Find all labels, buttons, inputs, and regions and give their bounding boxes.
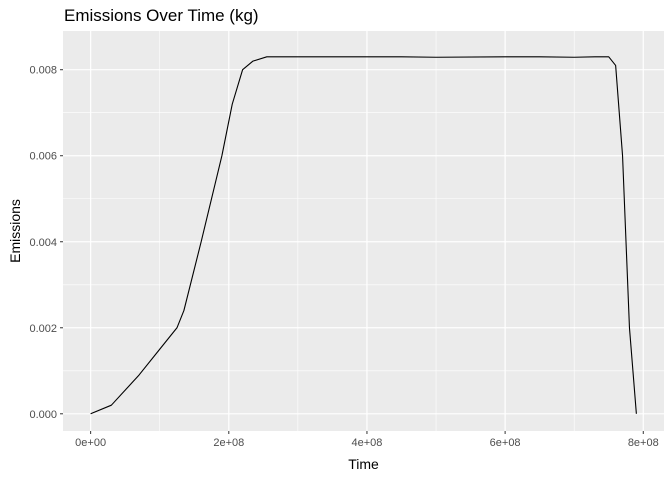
- x-tick-label: 2e+08: [213, 437, 244, 449]
- plot-panel: [63, 31, 664, 431]
- x-tick-label: 0e+00: [75, 437, 106, 449]
- y-tick-label: 0.002: [29, 323, 57, 335]
- major-gridlines: [63, 31, 664, 431]
- x-tick-label: 8e+08: [628, 437, 659, 449]
- y-axis-title: Emissions: [7, 199, 23, 263]
- y-tick-label: 0.008: [29, 65, 57, 77]
- x-tick-label: 4e+08: [352, 437, 383, 449]
- x-axis: 0e+00 2e+08 4e+08 6e+08 8e+08: [75, 431, 659, 449]
- chart-title: Emissions Over Time (kg): [64, 6, 259, 25]
- series-layer: [90, 56, 637, 415]
- minor-gridlines: [63, 31, 664, 431]
- x-tick-label: 6e+08: [490, 437, 521, 449]
- y-axis: 0.000 0.002 0.004 0.006 0.008: [29, 65, 63, 421]
- emissions-series-line: [90, 56, 637, 415]
- y-tick-label: 0.000: [29, 409, 57, 421]
- y-tick-label: 0.006: [29, 151, 57, 163]
- y-tick-label: 0.004: [29, 237, 57, 249]
- x-axis-title: Time: [348, 456, 379, 472]
